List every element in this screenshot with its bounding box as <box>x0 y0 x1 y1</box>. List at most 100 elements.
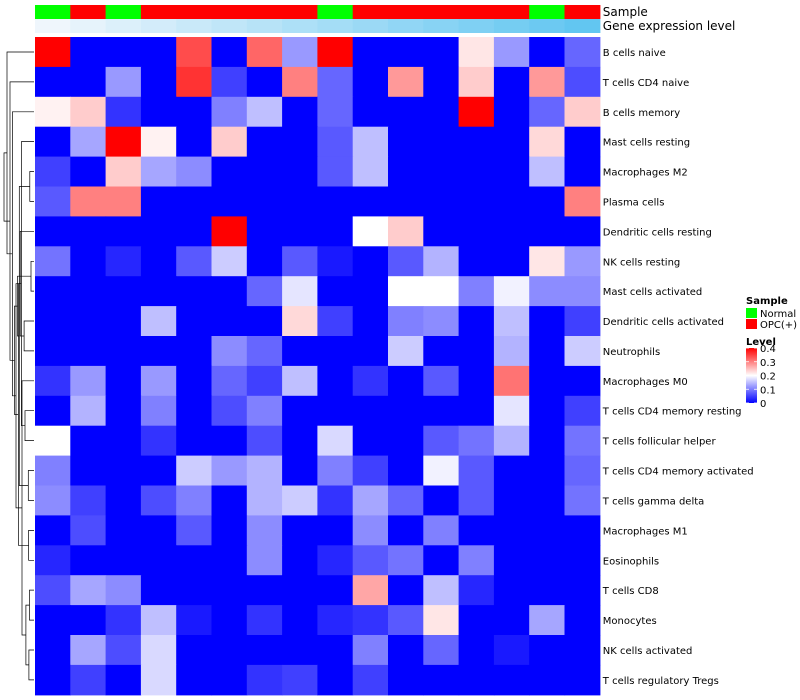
heatmap-cell <box>176 126 213 158</box>
heatmap-cell <box>282 96 318 128</box>
heatmap-cell <box>70 37 107 68</box>
heatmap-cell <box>529 336 566 367</box>
level-legend-title: Level <box>746 337 776 348</box>
heatmap-cell <box>564 575 601 606</box>
heatmap-cell <box>388 575 424 606</box>
heatmap-cell <box>70 306 107 337</box>
heatmap-cell <box>493 126 530 158</box>
heatmap-cell <box>317 365 354 397</box>
heatmap-cell <box>70 365 107 397</box>
heatmap-cell <box>176 37 213 68</box>
heatmap-cell <box>458 336 495 367</box>
heatmap-cell <box>317 37 354 68</box>
heatmap-cell <box>105 37 142 68</box>
heatmap-cell <box>388 605 424 636</box>
heatmap-cell <box>493 246 530 277</box>
heatmap-cell <box>105 365 142 397</box>
sample-track-cell <box>211 5 248 19</box>
expression-track-cell <box>352 19 389 33</box>
heatmap-cell <box>282 37 318 68</box>
heatmap-cell <box>388 37 424 68</box>
heatmap-cell <box>70 66 107 98</box>
expression-track-cell <box>282 19 318 33</box>
heatmap-cell <box>105 515 142 546</box>
heatmap-cell <box>564 336 601 367</box>
heatmap-cell <box>493 545 530 576</box>
heatmap-cell <box>282 545 318 576</box>
heatmap-cell <box>282 485 318 516</box>
heatmap-cell <box>423 515 460 546</box>
heatmap-cell <box>529 126 566 158</box>
heatmap-cell <box>564 425 601 457</box>
heatmap-cell <box>529 635 566 666</box>
heatmap-cell <box>458 455 495 487</box>
heatmap-cell <box>458 126 495 158</box>
heatmap-cell <box>317 156 354 188</box>
heatmap-cell <box>35 246 71 277</box>
heatmap-cell <box>352 635 389 666</box>
expression-track-cell <box>246 19 283 33</box>
heatmap-cell <box>493 605 530 636</box>
heatmap-cell <box>423 276 460 307</box>
heatmap-cell <box>140 545 177 576</box>
level-tick-label: 0 <box>760 399 766 410</box>
row-label: B cells naive <box>603 48 666 59</box>
sample-legend-label: OPC(+) <box>760 320 797 331</box>
heatmap-cell <box>282 156 318 188</box>
heatmap-cell <box>529 515 566 546</box>
heatmap-cell <box>282 515 318 546</box>
heatmap-cell <box>140 216 177 247</box>
heatmap-cell <box>493 635 530 666</box>
heatmap-cell <box>35 96 71 128</box>
heatmap-cell <box>176 246 213 277</box>
heatmap-cell <box>176 485 213 516</box>
heatmap-cell <box>493 664 530 696</box>
heatmap-cell <box>352 126 389 158</box>
heatmap-cell <box>211 425 248 457</box>
row-label: Macrophages M1 <box>603 526 688 537</box>
sample-track-cell <box>176 5 213 19</box>
heatmap-cell <box>352 246 389 277</box>
heatmap-cell <box>35 575 71 606</box>
heatmap-cell <box>352 37 389 68</box>
heatmap-cell <box>35 395 71 427</box>
heatmap-cell <box>493 66 530 98</box>
expression-track-cell <box>493 19 530 33</box>
heatmap-cell <box>282 246 318 277</box>
heatmap-cell <box>564 605 601 636</box>
heatmap-cell <box>388 365 424 397</box>
heatmap-cell <box>317 425 354 457</box>
heatmap-cell <box>70 575 107 606</box>
heatmap-cell <box>423 37 460 68</box>
heatmap-cell <box>388 664 424 696</box>
heatmap-cell <box>529 545 566 576</box>
heatmap-cell <box>176 186 213 217</box>
sample-track-cell <box>70 5 107 19</box>
heatmap-cell <box>105 186 142 217</box>
heatmap-cell <box>388 545 424 576</box>
expression-track-cell <box>105 19 142 33</box>
heatmap-cell <box>529 395 566 427</box>
level-colorbar <box>746 348 757 403</box>
dendrogram-branch <box>30 260 34 292</box>
heatmap-cell <box>493 365 530 397</box>
heatmap-cell <box>352 605 389 636</box>
heatmap-cell <box>140 126 177 158</box>
heatmap-cell <box>352 96 389 128</box>
heatmap-cell <box>493 37 530 68</box>
heatmap-cell <box>458 276 495 307</box>
heatmap-cell <box>388 66 424 98</box>
heatmap-cell <box>211 635 248 666</box>
heatmap-cell <box>211 605 248 636</box>
heatmap-cell <box>105 575 142 606</box>
heatmap-cell <box>458 306 495 337</box>
heatmap-cell <box>388 306 424 337</box>
heatmap-cell <box>529 156 566 188</box>
heatmap-cell <box>35 425 71 457</box>
heatmap-cell <box>105 605 142 636</box>
heatmap-cell <box>70 156 107 188</box>
heatmap-cell <box>493 575 530 606</box>
heatmap-cell <box>352 515 389 546</box>
heatmap-cell <box>140 455 177 487</box>
